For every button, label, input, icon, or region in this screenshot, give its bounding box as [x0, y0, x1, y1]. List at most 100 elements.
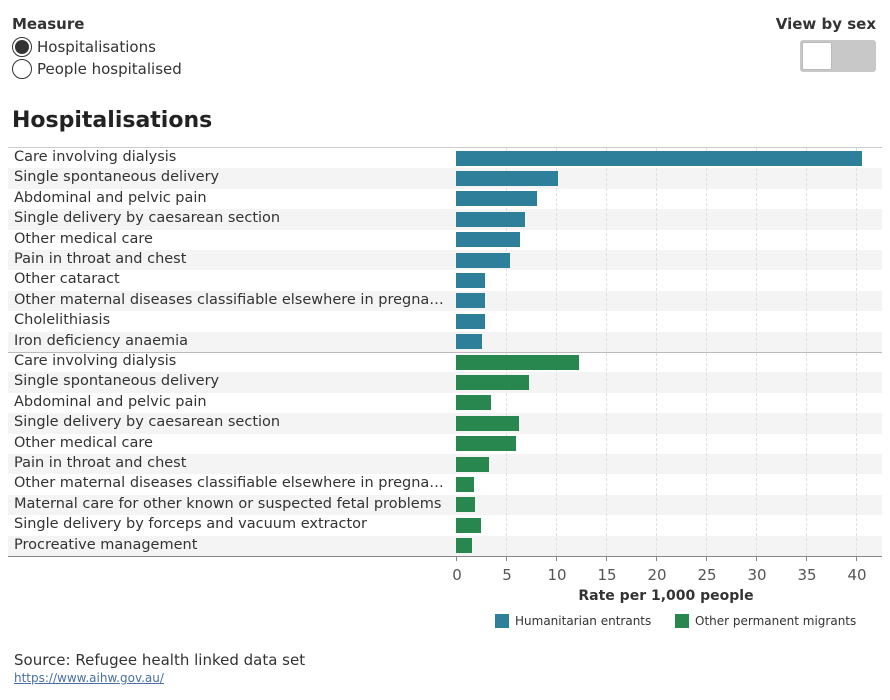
view-by-sex-toggle[interactable]	[800, 40, 876, 72]
radio-selected-icon	[12, 37, 32, 57]
legend-item-other-permanent[interactable]: Other permanent migrants	[675, 614, 856, 628]
category-label: Other maternal diseases classifiable els…	[14, 475, 452, 492]
category-label: Iron deficiency anaemia	[14, 332, 189, 349]
chart-row: Pain in throat and chest	[8, 250, 882, 271]
bar-other-permanent	[456, 497, 475, 513]
category-label: Single delivery by caesarean section	[14, 414, 281, 431]
category-label: Pain in throat and chest	[14, 251, 187, 267]
chart-row: Abdominal and pelvic pain	[8, 189, 882, 209]
bar-other-permanent	[456, 354, 579, 370]
x-tick	[656, 556, 657, 561]
x-tick	[456, 556, 457, 561]
x-tick-label: 35	[797, 566, 817, 584]
chart-row: Other medical care	[8, 230, 882, 250]
bar-other-permanent	[456, 476, 474, 492]
view-by-sex-label: View by sex	[775, 15, 876, 33]
x-tick	[756, 556, 757, 561]
category-label: Other medical care	[14, 230, 153, 247]
category-label: Single spontaneous delivery	[14, 169, 220, 186]
bar-humanitarian	[456, 252, 510, 268]
legend-label: Other permanent migrants	[695, 614, 857, 628]
x-tick	[606, 556, 607, 561]
bar-other-permanent	[456, 395, 491, 411]
category-label: Maternal care for other known or suspect…	[14, 495, 442, 512]
chart-row: Pain in throat and chest	[8, 454, 882, 475]
source-link[interactable]: https://www.aihw.gov.au/	[14, 671, 164, 685]
x-tick-label: 25	[697, 566, 717, 584]
category-label: Abdominal and pelvic pain	[14, 393, 207, 410]
x-tick-label: 5	[502, 566, 512, 584]
chart-row: Single spontaneous delivery	[8, 168, 882, 189]
chart-row: Procreative management	[8, 535, 882, 556]
bar-humanitarian	[456, 150, 862, 166]
chart-row: Single spontaneous delivery	[8, 372, 882, 393]
category-label: Abdominal and pelvic pain	[14, 189, 207, 206]
chart-row: Cholelithiasis	[8, 311, 882, 331]
bar-humanitarian	[456, 232, 520, 248]
chart-row: Other medical care	[8, 434, 882, 454]
chart-title: Hospitalisations	[12, 108, 213, 133]
bar-other-permanent	[456, 415, 519, 431]
chart-row: Single delivery by caesarean section	[8, 413, 882, 434]
radio-empty-icon	[12, 59, 32, 79]
x-tick	[706, 556, 707, 561]
legend-item-humanitarian[interactable]: Humanitarian entrants	[495, 614, 651, 628]
category-label: Procreative management	[14, 536, 198, 553]
category-label: Other maternal diseases classifiable els…	[14, 291, 452, 308]
x-tick	[856, 556, 857, 561]
chart-row: Maternal care for other known or suspect…	[8, 494, 882, 516]
bar-humanitarian	[456, 293, 485, 309]
category-label: Single delivery by caesarean section	[14, 210, 281, 227]
bar-other-permanent	[456, 436, 516, 452]
toggle-knob	[802, 42, 832, 70]
chart-top-line	[8, 147, 882, 148]
chart-row: Other maternal diseases classifiable els…	[8, 474, 882, 494]
series-divider	[8, 352, 882, 353]
bar-humanitarian	[456, 191, 537, 207]
category-label: Other cataract	[14, 271, 120, 288]
category-label: Care involving dialysis	[14, 353, 177, 369]
x-axis-line	[8, 556, 882, 557]
radio-label: Hospitalisations	[37, 38, 156, 56]
category-label: Pain in throat and chest	[14, 455, 187, 471]
bar-humanitarian	[456, 211, 525, 227]
bar-other-permanent	[456, 538, 472, 554]
radio-people-hospitalised[interactable]: People hospitalised	[12, 59, 182, 79]
category-label: Other medical care	[14, 434, 153, 451]
chart-row: Abdominal and pelvic pain	[8, 393, 882, 413]
bar-other-permanent	[456, 456, 489, 472]
chart-row: Care involving dialysis	[8, 352, 882, 372]
x-tick-label: 20	[647, 566, 667, 584]
x-tick-label: 40	[847, 566, 867, 584]
category-label: Single delivery by forceps and vacuum ex…	[14, 516, 368, 533]
x-tick-label: 15	[597, 566, 617, 584]
bar-humanitarian	[456, 334, 482, 350]
chart-row: Other cataract	[8, 270, 882, 290]
bar-humanitarian	[456, 170, 558, 186]
chart-row: Iron deficiency anaemia	[8, 331, 882, 352]
category-label: Single spontaneous delivery	[14, 373, 220, 390]
category-label: Care involving dialysis	[14, 149, 177, 165]
x-tick-label: 10	[547, 566, 567, 584]
chart-row: Single delivery by forceps and vacuum ex…	[8, 515, 882, 535]
x-tick	[806, 556, 807, 561]
chart-row: Other maternal diseases classifiable els…	[8, 290, 882, 312]
measure-title: Measure	[12, 15, 85, 33]
legend-label: Humanitarian entrants	[515, 614, 652, 628]
legend-swatch	[495, 614, 509, 628]
x-tick	[556, 556, 557, 561]
bar-humanitarian	[456, 313, 485, 329]
x-tick	[506, 556, 507, 561]
source-text: Source: Refugee health linked data set	[14, 651, 306, 669]
bar-humanitarian	[456, 272, 485, 288]
x-tick-label: 30	[747, 566, 767, 584]
radio-hospitalisations[interactable]: Hospitalisations	[12, 37, 156, 57]
bar-other-permanent	[456, 374, 529, 390]
bar-other-permanent	[456, 517, 481, 533]
legend-swatch	[675, 614, 689, 628]
chart-row: Single delivery by caesarean section	[8, 209, 882, 230]
radio-label: People hospitalised	[37, 60, 182, 78]
x-tick-label: 0	[452, 566, 462, 584]
x-axis-label: Rate per 1,000 people	[578, 588, 754, 604]
category-label: Cholelithiasis	[14, 312, 111, 329]
